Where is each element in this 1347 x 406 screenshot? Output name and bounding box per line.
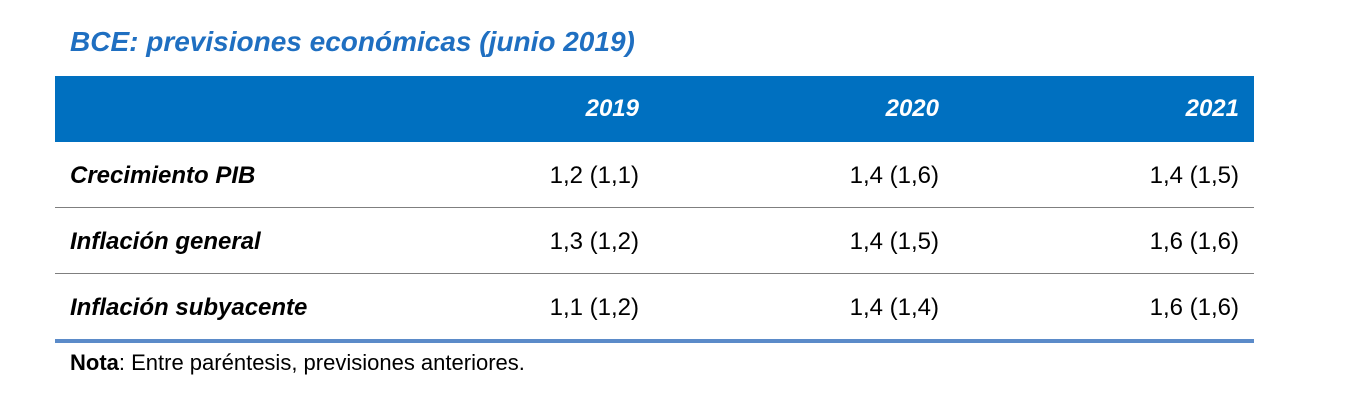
table-row: Crecimiento PIB 1,2 (1,1) 1,4 (1,6) 1,4 … xyxy=(55,142,1254,208)
column-header-2020: 2020 xyxy=(885,95,939,122)
table-cell: 1,2 (1,1) xyxy=(549,162,639,189)
column-header-2019: 2019 xyxy=(585,95,639,122)
note-label: Nota xyxy=(70,350,119,375)
table-cell: 1,1 (1,2) xyxy=(549,294,639,321)
column-header-2021: 2021 xyxy=(1185,95,1239,122)
table-row: Inflación subyacente 1,1 (1,2) 1,4 (1,4)… xyxy=(55,274,1254,343)
table-header-row: 2019 2020 2021 xyxy=(55,76,1254,142)
table-cell: 1,6 (1,6) xyxy=(1149,294,1239,321)
table-cell: 1,3 (1,2) xyxy=(549,228,639,255)
table-cell: 1,4 (1,5) xyxy=(1149,162,1239,189)
table-cell: 1,4 (1,6) xyxy=(849,162,939,189)
table-note: Nota: Entre paréntesis, previsiones ante… xyxy=(70,350,525,376)
table-row: Inflación general 1,3 (1,2) 1,4 (1,5) 1,… xyxy=(55,208,1254,274)
note-text: : Entre paréntesis, previsiones anterior… xyxy=(118,350,525,375)
row-label: Crecimiento PIB xyxy=(70,162,256,189)
forecast-table: 2019 2020 2021 Crecimiento PIB 1,2 (1,1)… xyxy=(55,76,1254,343)
row-label: Inflación general xyxy=(70,228,261,255)
row-label: Inflación subyacente xyxy=(70,294,308,321)
table-cell: 1,4 (1,4) xyxy=(849,294,939,321)
page-title: BCE: previsiones económicas (junio 2019) xyxy=(70,26,635,57)
table-cell: 1,4 (1,5) xyxy=(849,228,939,255)
table-cell: 1,6 (1,6) xyxy=(1149,228,1239,255)
